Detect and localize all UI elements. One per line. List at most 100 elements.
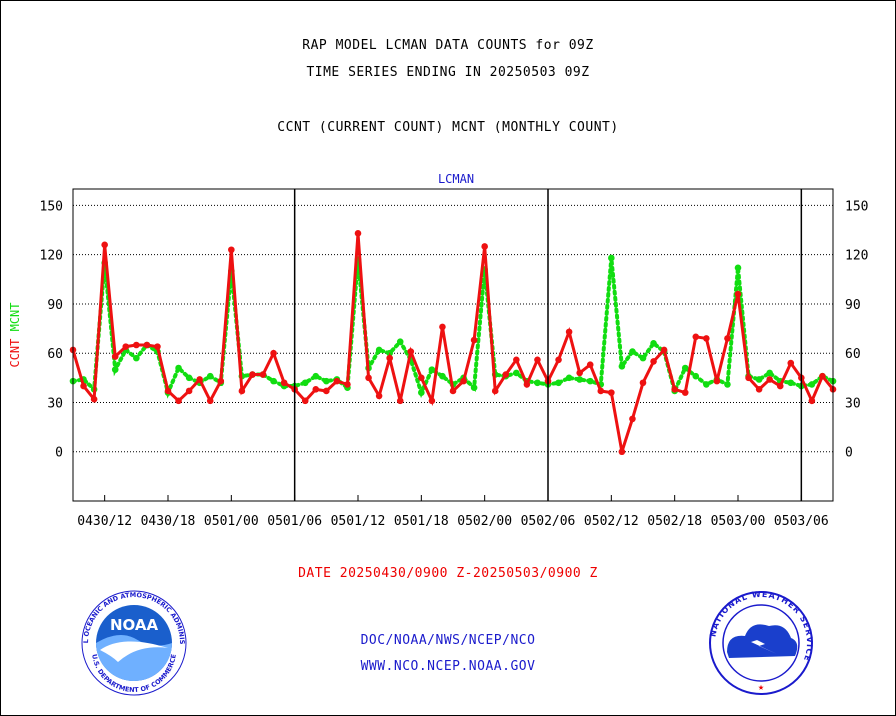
data-point-ccnt <box>534 356 541 364</box>
data-point-mcnt <box>301 379 309 387</box>
title-line-2: TIME SERIES ENDING IN 20250503 09Z <box>306 65 590 80</box>
data-point-ccnt <box>122 343 130 350</box>
data-point-ccnt <box>608 389 615 396</box>
data-point-ccnt <box>206 397 214 405</box>
data-point-ccnt <box>523 381 531 388</box>
data-point-mcnt <box>439 372 446 380</box>
x-tick-label: 0501/18 <box>394 514 449 529</box>
data-point-mcnt <box>808 381 816 388</box>
chart-title: LCMAN <box>438 172 474 186</box>
data-point-ccnt <box>228 246 235 254</box>
data-point-ccnt <box>439 323 446 331</box>
data-point-ccnt <box>133 341 140 349</box>
data-point-ccnt <box>101 241 108 249</box>
data-point-ccnt <box>217 377 225 385</box>
x-tick-label: 0501/06 <box>267 514 322 529</box>
y-tick-label-left: 150 <box>40 199 63 214</box>
data-point-ccnt <box>280 379 288 387</box>
data-point-ccnt <box>460 377 467 385</box>
chart-series <box>69 230 837 456</box>
data-point-ccnt <box>502 371 510 378</box>
data-point-ccnt <box>597 387 605 395</box>
plot-area-border <box>72 188 834 502</box>
x-tick-label: 0503/00 <box>711 514 766 529</box>
nws-logo: NATIONAL WEATHER SERVICE ★ <box>708 590 813 695</box>
noaa-logo: NOAA NATIONAL OCEANIC AND ATMOSPHERIC AD… <box>78 590 187 696</box>
data-point-ccnt <box>586 361 594 369</box>
data-point-mcnt <box>734 264 742 272</box>
noaa-wordmark: NOAA <box>110 616 159 634</box>
data-point-mcnt <box>111 366 119 373</box>
data-point-ccnt <box>787 359 795 367</box>
data-point-ccnt <box>449 387 457 395</box>
y-tick-label-right: 120 <box>845 249 868 264</box>
y-tick-label-right: 150 <box>845 199 868 214</box>
data-point-ccnt <box>185 387 193 395</box>
x-tick-label: 0501/12 <box>331 514 386 529</box>
y-axis-label: CCNT MCNT <box>8 302 22 367</box>
x-tick-label: 0502/06 <box>521 514 576 529</box>
title-line-3: CCNT (CURRENT COUNT) MCNT (MONTHLY COUNT… <box>277 120 619 135</box>
chart-axes <box>72 188 834 502</box>
data-point-mcnt <box>175 364 182 372</box>
data-point-mcnt <box>534 379 541 387</box>
data-point-ccnt <box>470 336 478 344</box>
data-point-mcnt <box>650 340 657 347</box>
data-point-ccnt <box>365 374 372 382</box>
data-point-ccnt <box>671 386 678 393</box>
series-line-ccnt <box>71 233 835 453</box>
data-point-mcnt <box>681 364 689 372</box>
y-tick-label-right: 90 <box>845 298 861 313</box>
data-point-ccnt <box>323 387 330 395</box>
x-tick-label: 0502/00 <box>457 514 512 529</box>
data-point-mcnt <box>724 381 731 388</box>
y-tick-label-left: 0 <box>55 446 63 461</box>
y-tick-label-right: 60 <box>845 347 861 362</box>
data-point-ccnt <box>576 369 583 377</box>
data-point-mcnt <box>766 369 773 377</box>
data-point-ccnt <box>724 335 731 342</box>
data-point-ccnt <box>143 341 151 349</box>
data-point-ccnt <box>270 349 277 357</box>
data-point-mcnt <box>185 374 193 382</box>
data-point-mcnt <box>787 379 795 387</box>
x-tick-label: 0502/12 <box>584 514 639 529</box>
data-point-ccnt <box>333 377 341 385</box>
data-point-ccnt <box>565 328 573 336</box>
data-point-ccnt <box>639 379 647 387</box>
url-link[interactable]: WWW.NCO.NCEP.NOAA.GOV <box>360 659 536 674</box>
data-point-ccnt <box>418 374 425 382</box>
chart-grid <box>73 204 833 453</box>
data-point-mcnt <box>618 363 626 370</box>
data-point-ccnt <box>396 397 404 405</box>
data-point-ccnt <box>354 230 362 237</box>
data-point-ccnt <box>491 387 499 395</box>
data-point-mcnt <box>470 384 478 391</box>
data-point-mcnt <box>692 372 700 380</box>
x-tick-label: 0503/06 <box>774 514 829 529</box>
y-tick-label-left: 60 <box>47 347 63 362</box>
data-point-ccnt <box>703 335 710 342</box>
data-point-ccnt <box>766 376 773 383</box>
data-point-ccnt <box>111 353 119 360</box>
y-axis-label-gap <box>8 331 22 338</box>
title-line-1: RAP MODEL LCMAN DATA COUNTS for 09Z <box>302 38 594 53</box>
data-point-mcnt <box>629 348 636 355</box>
y-axis-label-mcnt: MCNT <box>8 302 22 331</box>
data-point-ccnt <box>90 395 98 403</box>
x-tick-label: 0430/12 <box>77 514 132 529</box>
data-point-mcnt <box>608 254 615 262</box>
data-point-ccnt <box>407 348 415 355</box>
data-point-ccnt <box>713 377 721 385</box>
data-point-ccnt <box>692 333 700 341</box>
data-point-ccnt <box>650 358 657 365</box>
data-point-mcnt <box>375 346 383 354</box>
data-point-ccnt <box>513 356 520 364</box>
data-point-mcnt <box>703 381 710 388</box>
data-point-ccnt <box>618 448 626 456</box>
data-point-ccnt <box>238 387 246 395</box>
data-point-ccnt <box>776 382 784 390</box>
data-point-ccnt <box>745 374 752 382</box>
data-point-mcnt <box>133 354 140 362</box>
